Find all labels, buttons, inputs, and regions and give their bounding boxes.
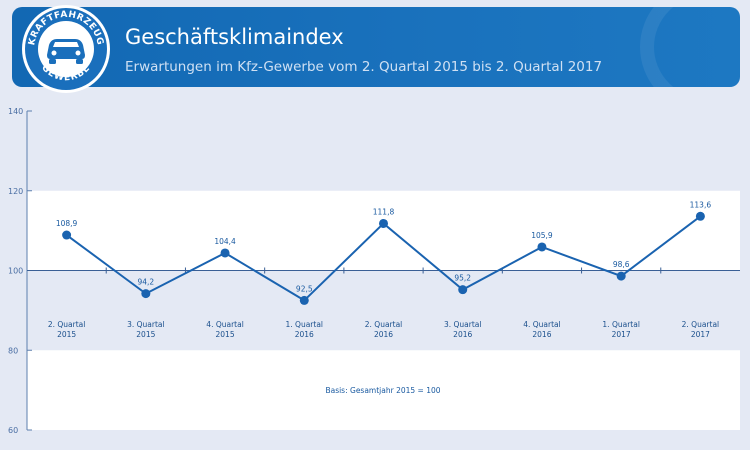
kraftfahrzeug-gewerbe-logo: KRAFTFAHRZEUG GEWERBE [22,5,110,93]
y-tick-label: 120 [8,187,23,196]
data-label: 104,4 [214,237,236,246]
data-label: 105,9 [531,231,553,240]
data-point [379,218,388,228]
car-icon [47,39,85,64]
x-category-year-label: 2015 [57,330,76,339]
data-label: 113,6 [690,200,712,209]
data-point [695,211,705,221]
y-tick-label: 60 [8,426,18,435]
data-point [220,248,230,258]
x-category-label: 1. Quartal [286,320,324,329]
x-category-label: 4. Quartal [523,320,561,329]
data-label: 108,9 [56,219,78,228]
data-point [458,285,468,295]
x-category-year-label: 2017 [612,330,631,339]
chart-title: Geschäftsklimaindex [125,25,344,49]
basis-note: Basis: Gesamtjahr 2015 = 100 [325,386,440,395]
data-label: 92,5 [296,284,313,293]
data-point [537,242,547,252]
x-category-label: 2. Quartal [682,320,720,329]
logo-watermark [640,7,740,87]
x-category-year-label: 2015 [216,330,235,339]
x-category-label: 4. Quartal [206,320,244,329]
data-label: 95,2 [454,274,471,283]
x-category-year-label: 2016 [453,330,472,339]
header-banner: Geschäftsklimaindex Erwartungen im Kfz-G… [12,7,740,87]
y-tick-label: 80 [8,346,18,355]
highlight-band [27,190,740,271]
x-category-year-label: 2016 [295,330,314,339]
y-tick-label: 140 [8,107,23,116]
highlight-band [27,350,740,430]
data-point [62,230,72,240]
y-tick-label: 100 [8,267,23,276]
x-category-year-label: 2015 [136,330,155,339]
data-label: 94,2 [137,278,154,287]
x-category-label: 3. Quartal [127,320,165,329]
x-category-year-label: 2016 [374,330,393,339]
data-label: 111,8 [373,207,395,216]
data-point [141,289,151,299]
x-category-year-label: 2016 [532,330,551,339]
x-category-label: 3. Quartal [444,320,482,329]
chart-subtitle: Erwartungen im Kfz-Gewerbe vom 2. Quarta… [125,59,603,75]
data-label: 98,6 [613,260,630,269]
x-category-year-label: 2017 [691,330,710,339]
data-point [616,271,626,281]
data-point [299,295,309,305]
x-category-label: 2. Quartal [48,320,86,329]
x-category-label: 2. Quartal [365,320,403,329]
x-category-label: 1. Quartal [602,320,640,329]
